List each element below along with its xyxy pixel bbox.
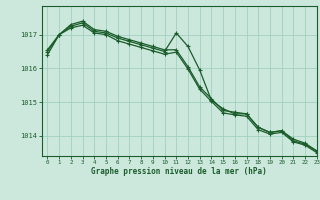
X-axis label: Graphe pression niveau de la mer (hPa): Graphe pression niveau de la mer (hPa) — [91, 167, 267, 176]
